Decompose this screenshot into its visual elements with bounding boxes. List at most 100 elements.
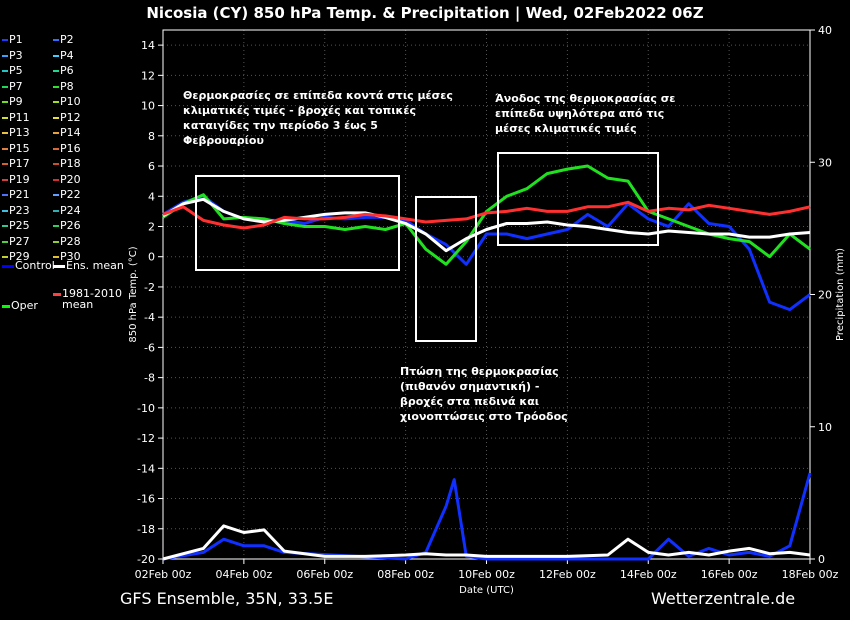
legend-swatch [53, 132, 59, 134]
chart-title: Nicosia (CY) 850 hPa Temp. & Precipitati… [146, 4, 703, 23]
y-tick-label: 0 [148, 251, 155, 264]
legend-swatch [53, 178, 59, 181]
legend-label: P20 [60, 172, 81, 186]
y-tick-label: 14 [141, 39, 155, 52]
footer-site: Wetterzentrale.de [651, 589, 796, 608]
legend-swatch [53, 39, 59, 41]
footer-model-info: GFS Ensemble, 35N, 33.5E [120, 589, 334, 608]
legend-label: P12 [60, 110, 81, 124]
legend-label: P28 [60, 234, 81, 248]
legend-label: P22 [60, 188, 81, 201]
legend-swatch [53, 256, 59, 258]
legend-swatch [2, 147, 8, 150]
x-tick-label: 12Feb 00z [539, 568, 596, 581]
series-oper [162, 164, 811, 266]
legend-label: P26 [60, 219, 81, 232]
legend-label: P6 [60, 64, 74, 77]
legend-swatch [2, 101, 8, 103]
y-tick-label: -18 [137, 523, 155, 536]
legend-swatch [2, 54, 8, 57]
precip-ens-mean [162, 524, 811, 561]
legend-label: P29 [9, 250, 30, 263]
legend-swatch [53, 225, 59, 227]
legend-label: P13 [9, 126, 30, 139]
legend-swatch [2, 305, 10, 308]
y2-axis-label: Precipitation (mm) [835, 248, 846, 341]
y-tick-label: -14 [137, 462, 155, 475]
x-tick-label: 06Feb 00z [296, 568, 353, 581]
y-tick-label: -2 [144, 281, 155, 294]
legend-swatch [53, 54, 59, 57]
legend-swatch [53, 194, 59, 196]
legend-swatch [2, 265, 14, 268]
legend-swatch [53, 85, 59, 88]
y-tick-label: -16 [137, 493, 155, 506]
x-tick-label: 02Feb 00z [135, 568, 192, 581]
annotation-warming: Άνοδος της θερμοκρασίας σε επίπεδα υψηλό… [495, 92, 676, 135]
y2-tick-label: 0 [818, 553, 825, 566]
y-axis-label: 850 hPa Temp. (°C) [128, 246, 139, 342]
legend-label: P19 [9, 172, 30, 186]
legend-label: P30 [60, 250, 81, 263]
y-tick-label: 4 [148, 190, 155, 203]
y2-tick-label: 20 [818, 289, 832, 302]
legend-swatch [53, 70, 59, 72]
legend-label: P3 [9, 48, 23, 62]
legend-label: P14 [60, 126, 81, 139]
legend-swatch [53, 209, 59, 212]
legend-label: P4 [60, 48, 74, 62]
legend-swatch [2, 256, 8, 258]
x-tick-label: 04Feb 00z [216, 568, 273, 581]
precip-control [162, 472, 812, 561]
y-tick-label: 2 [148, 220, 155, 233]
highlight-box-cold-snap [415, 196, 477, 342]
legend-label: Control [15, 259, 55, 272]
legend-swatch [53, 101, 59, 103]
legend-swatch [2, 70, 8, 72]
y-tick-label: 10 [141, 100, 155, 113]
legend-label: P11 [9, 110, 30, 124]
y2-tick-label: 30 [818, 156, 832, 169]
x-tick-label: 10Feb 00z [458, 568, 515, 581]
x-tick-label: 16Feb 00z [701, 568, 758, 581]
y-tick-label: -4 [144, 311, 155, 324]
legend-swatch [2, 116, 8, 119]
annotation-near-normal: Θερμοκρασίες σε επίπεδα κοντά στις μέσες… [183, 89, 453, 147]
legend-swatch [2, 209, 8, 212]
legend-label: P7 [9, 79, 23, 93]
legend-label: P9 [9, 95, 23, 108]
y-tick-label: 8 [148, 130, 155, 143]
legend-label: P23 [9, 203, 30, 217]
legend-swatch [53, 116, 59, 119]
legend-swatch [2, 163, 8, 165]
legend-swatch [2, 194, 8, 196]
x-tick-label: 08Feb 00z [377, 568, 434, 581]
legend-swatch [53, 147, 59, 150]
y2-tick-label: 40 [818, 24, 832, 37]
highlight-box-near-normal [195, 175, 400, 271]
legend-label: Ens. mean [66, 259, 124, 272]
legend-label: P15 [9, 141, 30, 155]
legend-swatch [2, 178, 8, 181]
legend-label: P2 [60, 33, 74, 46]
y-tick-label: 12 [141, 69, 155, 82]
legend-swatch [53, 293, 61, 296]
legend-label: P10 [60, 95, 81, 108]
legend-swatch [53, 240, 59, 243]
legend-label: P17 [9, 157, 30, 170]
legend-swatch [53, 265, 65, 268]
x-axis-label: Date (UTC) [459, 585, 514, 596]
y-tick-label: -8 [144, 372, 155, 385]
y-tick-label: 6 [148, 160, 155, 173]
legend-swatch [2, 85, 8, 88]
legend-swatch [53, 163, 59, 165]
legend-label: P16 [60, 141, 81, 155]
legend-label: P27 [9, 234, 30, 248]
y-tick-label: -12 [137, 432, 155, 445]
x-tick-label: 14Feb 00z [620, 568, 677, 581]
y-tick-label: -20 [137, 553, 155, 566]
y2-tick-label: 10 [818, 421, 832, 434]
legend-label: Oper [11, 299, 38, 312]
legend-swatch [2, 225, 8, 227]
